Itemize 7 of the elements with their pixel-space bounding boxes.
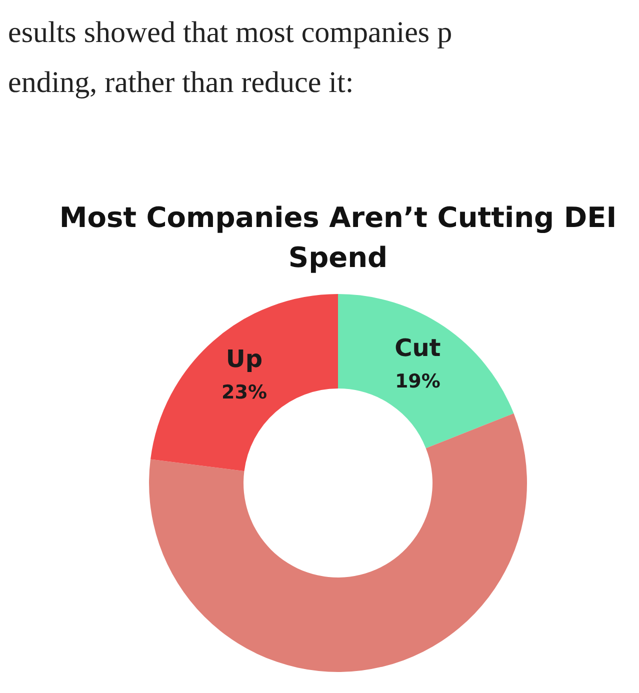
data-label: 19% [394, 370, 440, 393]
chart-title: Most Companies Aren’t Cutting DEI Spend [58, 200, 618, 276]
text: ending, rather than reduce it: [8, 65, 355, 101]
slice-label: Cut [394, 334, 441, 362]
text: esults showed that most companies p [8, 15, 454, 51]
slice-label: Up [226, 344, 263, 373]
data-label: 23% [222, 382, 267, 404]
